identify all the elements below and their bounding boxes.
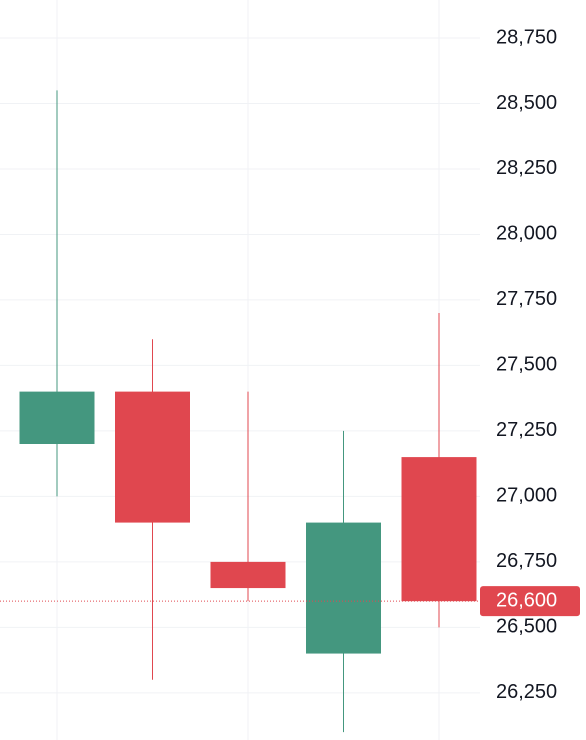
y-tick-label: 27,750 <box>496 288 557 310</box>
y-tick-label: 26,250 <box>496 681 557 703</box>
y-tick-label: 27,000 <box>496 485 557 507</box>
y-tick-label: 27,250 <box>496 419 557 441</box>
last-price-box <box>480 586 580 617</box>
y-tick-label: 27,500 <box>496 354 557 376</box>
last-price-label: 26,600 <box>496 589 557 611</box>
candle-body <box>210 561 286 589</box>
y-tick-label: 28,750 <box>496 26 557 48</box>
y-tick-label: 26,500 <box>496 616 557 638</box>
y-tick-label: 28,250 <box>496 157 557 179</box>
y-tick-label: 28,000 <box>496 223 557 245</box>
y-tick-label: 26,750 <box>496 550 557 572</box>
candle-body <box>19 391 95 444</box>
candle-body <box>306 522 381 654</box>
candle-body <box>401 457 477 602</box>
y-tick-label: 28,500 <box>496 92 557 114</box>
candle-body <box>115 391 190 523</box>
